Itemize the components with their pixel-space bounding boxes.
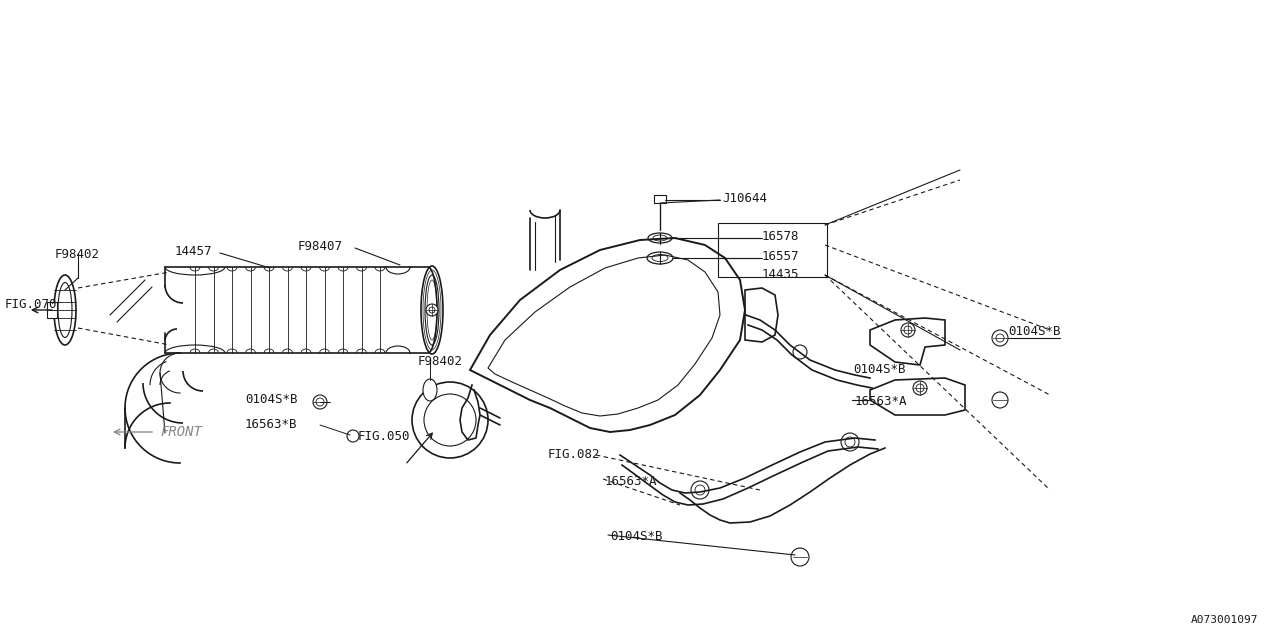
- Circle shape: [992, 392, 1009, 408]
- Text: 0104S*B: 0104S*B: [244, 393, 297, 406]
- Text: 0104S*B: 0104S*B: [1009, 325, 1061, 338]
- Text: 16563*B: 16563*B: [244, 418, 297, 431]
- Ellipse shape: [422, 379, 436, 401]
- Circle shape: [901, 323, 915, 337]
- Text: 16563*A: 16563*A: [855, 395, 908, 408]
- Ellipse shape: [648, 233, 672, 243]
- Circle shape: [347, 430, 358, 442]
- Text: A073001097: A073001097: [1190, 615, 1258, 625]
- Text: 0104S*B: 0104S*B: [611, 530, 663, 543]
- Circle shape: [794, 345, 806, 359]
- Circle shape: [841, 433, 859, 451]
- Circle shape: [913, 381, 927, 395]
- Text: F98407: F98407: [298, 240, 343, 253]
- Circle shape: [791, 548, 809, 566]
- Text: 0104S*B: 0104S*B: [852, 363, 905, 376]
- Circle shape: [426, 304, 438, 316]
- Bar: [654, 195, 666, 203]
- Text: 16557: 16557: [762, 250, 800, 263]
- Text: FIG.070: FIG.070: [5, 298, 58, 311]
- Circle shape: [691, 481, 709, 499]
- Text: F98402: F98402: [55, 248, 100, 261]
- Circle shape: [992, 330, 1009, 346]
- Text: FIG.050: FIG.050: [358, 430, 411, 443]
- Text: FIG.082: FIG.082: [548, 448, 600, 461]
- Text: J10644: J10644: [722, 192, 767, 205]
- Ellipse shape: [646, 252, 673, 264]
- Text: 16578: 16578: [762, 230, 800, 243]
- Bar: [47, 302, 58, 318]
- Text: 16563*A: 16563*A: [605, 475, 658, 488]
- Text: FRONT: FRONT: [160, 425, 202, 439]
- Circle shape: [314, 395, 326, 409]
- Text: 14457: 14457: [175, 245, 212, 258]
- Circle shape: [412, 382, 488, 458]
- Text: 14435: 14435: [762, 268, 800, 281]
- Text: F98402: F98402: [419, 355, 463, 368]
